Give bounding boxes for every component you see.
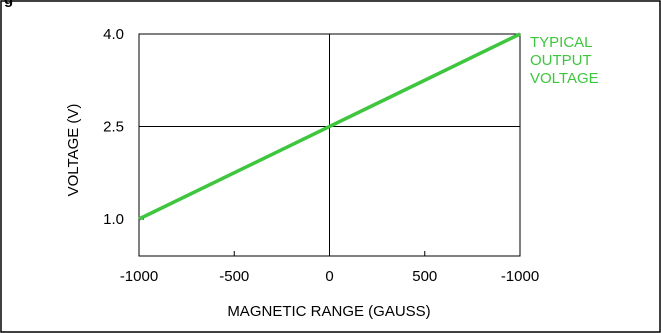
annotation-line: VOLTAGE xyxy=(530,70,599,87)
grid-lines xyxy=(139,34,520,256)
series-line-output-voltage xyxy=(138,32,521,221)
y-axis-ticks: 1.0 2.5 4.0 xyxy=(103,26,144,228)
y-axis-label: VOLTAGE (V) xyxy=(65,104,82,197)
cut-off-caption: g xyxy=(4,0,13,8)
annotation-typical-output-voltage: TYPICAL OUTPUT VOLTAGE xyxy=(530,34,599,87)
x-tick-label: -1000 xyxy=(120,268,158,285)
x-tick-label: -500 xyxy=(219,268,249,285)
series-layer xyxy=(138,32,521,221)
x-tick-label: 500 xyxy=(412,268,437,285)
annotation-line: TYPICAL xyxy=(530,34,593,51)
y-tick-label: 4.0 xyxy=(103,26,124,43)
y-tick-label: 2.5 xyxy=(103,119,124,136)
x-axis-label: MAGNETIC RANGE (GAUSS) xyxy=(227,303,430,320)
annotation-layer: TYPICAL OUTPUT VOLTAGE xyxy=(530,34,599,87)
x-axis-ticks: -1000 -500 0 500 -1000 xyxy=(120,251,539,285)
x-tick-label: 0 xyxy=(325,268,333,285)
x-tick-label: -1000 xyxy=(501,268,539,285)
annotation-line: OUTPUT xyxy=(530,52,592,69)
y-tick-label: 1.0 xyxy=(103,211,124,228)
